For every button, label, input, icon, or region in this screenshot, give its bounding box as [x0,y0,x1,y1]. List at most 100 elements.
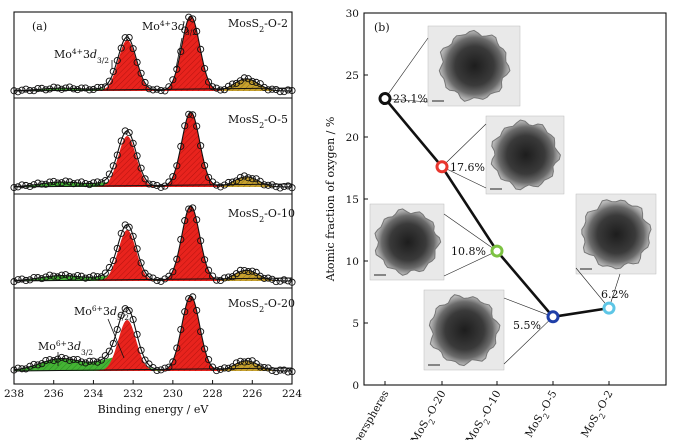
data-point [244,357,252,365]
data-point [34,274,42,282]
data-point [145,273,153,281]
background-line [13,87,293,92]
data-point [157,183,165,191]
data-point [97,83,105,91]
data-point [252,78,260,86]
data-point [10,183,18,192]
data-point [50,83,58,91]
data-point [153,276,161,285]
data-point [26,362,34,370]
data-point [193,27,201,35]
label-part: Mo [54,48,72,61]
data-point [14,88,22,96]
data-point [54,84,62,92]
data-point [157,86,165,95]
data-point [240,74,248,82]
data-point [546,310,560,324]
data-point [62,177,70,185]
label-part: Mo [142,20,160,33]
data-point [185,205,193,213]
data-point [129,45,137,53]
label-part: d [110,305,117,318]
annotation-arrow [107,318,125,359]
panel-label: (b) [374,21,390,34]
data-point [18,275,26,283]
label-part: -O-10 [264,207,295,220]
mo6-peak [14,274,292,281]
y-tick-label: 15 [346,194,359,206]
background-line [13,277,293,282]
data-point [58,353,66,361]
data-point [133,58,141,66]
data-point [129,232,137,240]
data-point [153,366,161,375]
data-point [181,26,189,34]
data-point [205,266,213,274]
annotation-mo4-3d32-left: Mo4+3d3/2 [54,47,109,65]
data-point [244,174,252,182]
label-part: 2 [541,411,551,420]
data-point [125,33,133,42]
data-label: 5.5% [513,319,541,332]
data-point [113,151,121,159]
annotation-mo6-3d52: Mo6+3d5/2 [74,304,129,322]
data-point [77,272,86,280]
data-point [284,86,292,94]
data-point [66,356,74,364]
label-part: 3 [83,48,90,61]
data-point [14,364,22,372]
data-point [22,85,30,93]
tem-image-mos2-o-5 [423,289,505,371]
data-point [280,182,288,191]
data-point [81,180,90,188]
label-part: -O-20 [423,389,448,421]
data-point [125,307,133,315]
data-point [97,179,105,187]
data-point [38,84,46,92]
data-point [73,355,82,364]
label-part: 2 [259,121,264,130]
data-point [189,111,197,119]
data-point [193,122,201,130]
data-point [121,305,129,313]
data-point [30,181,38,189]
data-label: 23.1% [393,93,428,106]
data-point [435,160,449,174]
data-point [165,363,173,371]
label-part: 4+ [72,47,83,56]
data-point [280,88,288,96]
data-point [284,182,292,190]
label-part: 3 [103,305,110,318]
data-point [201,162,209,170]
data-point [26,87,34,95]
data-point [252,268,260,276]
data-point [177,142,185,150]
label-part: -O-2 [264,17,288,30]
data-point [173,344,181,352]
data-point [62,84,70,92]
data-point [117,229,125,237]
data-point [193,216,201,224]
data-point [177,325,185,334]
inset-connector [384,98,429,103]
tem-image-mos2-o-2 [575,193,657,275]
data-label: 17.6% [450,161,485,174]
data-point [117,311,125,319]
label-part: 5/2 [117,313,129,322]
data-point [93,178,101,186]
data-point [22,276,30,285]
data-point [272,183,280,191]
data-point [248,267,256,275]
y-tick-label: 20 [346,132,359,144]
spectrum-2 [10,110,296,192]
data-point [220,181,229,189]
data-point [113,56,121,65]
data-point [165,272,173,280]
spectrum-3 [10,204,296,286]
data-point [288,184,296,192]
y-tick-label: 0 [352,380,359,392]
data-point [93,83,101,92]
data-point [145,180,153,188]
data-point [248,175,256,183]
